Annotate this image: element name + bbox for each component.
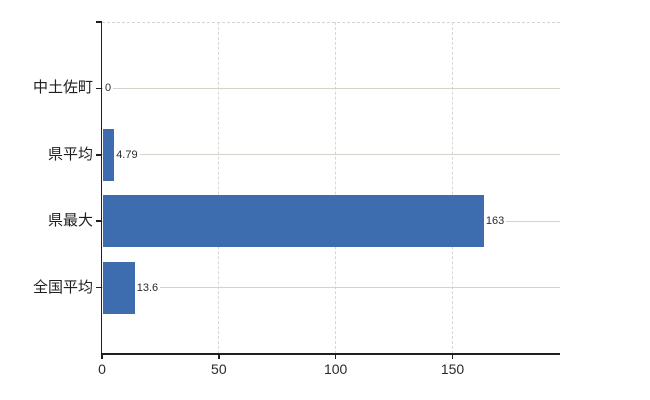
category-label: 中土佐町 — [32, 79, 93, 97]
x-gridline — [335, 22, 337, 354]
x-axis-tick — [334, 354, 337, 359]
category-label: 県最大 — [47, 212, 93, 230]
x-axis-line — [100, 353, 560, 355]
x-tick-label: 50 — [211, 361, 227, 377]
y-axis-tick — [96, 286, 102, 289]
y-axis-line — [100, 22, 102, 355]
x-axis-tick — [218, 354, 220, 359]
x-axis-tick — [101, 354, 103, 359]
bar — [103, 261, 135, 314]
bar — [103, 195, 484, 248]
category-label: 県平均 — [47, 145, 93, 163]
plot-top-border — [102, 21, 560, 23]
value-label: 163 — [483, 214, 507, 229]
y-gridline — [102, 87, 560, 89]
x-tick-label: 150 — [440, 361, 465, 377]
category-label: 全国平均 — [32, 278, 93, 296]
x-gridline — [218, 22, 220, 354]
value-label: 0 — [103, 81, 114, 96]
y-axis-top-tick — [96, 21, 102, 23]
x-tick-label: 100 — [323, 361, 348, 377]
y-axis-tick — [96, 154, 102, 156]
bar — [103, 128, 115, 181]
y-axis-tick — [96, 220, 102, 222]
x-gridline — [452, 22, 453, 354]
y-gridline — [102, 154, 560, 156]
value-label: 13.6 — [134, 280, 161, 295]
x-axis-tick — [451, 354, 454, 359]
y-axis-tick — [96, 87, 102, 90]
value-label: 4.79 — [114, 147, 140, 162]
y-gridline — [102, 287, 560, 289]
x-tick-label: 0 — [98, 361, 106, 377]
